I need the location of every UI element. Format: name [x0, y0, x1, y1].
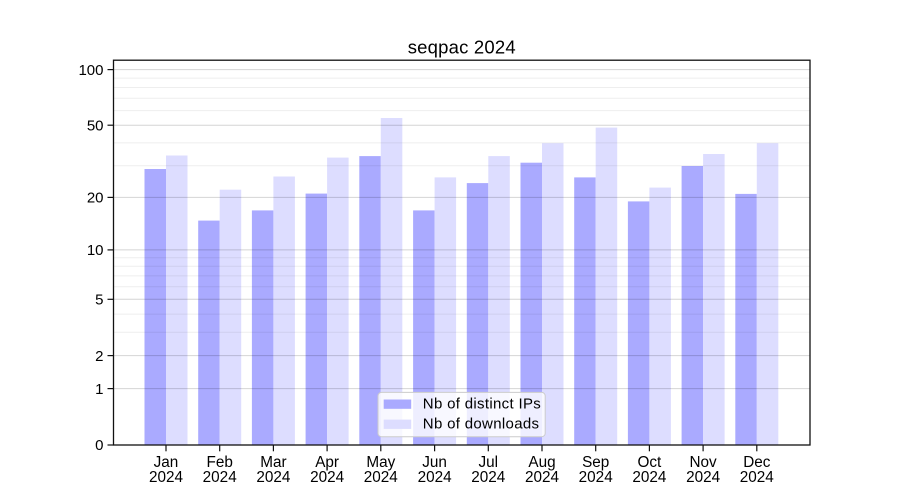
svg-text:2024: 2024 [686, 469, 721, 486]
svg-text:Jul: Jul [479, 454, 499, 471]
svg-text:1: 1 [95, 381, 103, 398]
svg-text:Dec: Dec [743, 454, 771, 471]
svg-text:2024: 2024 [525, 469, 560, 486]
svg-text:2024: 2024 [418, 469, 453, 486]
svg-text:Oct: Oct [638, 454, 663, 471]
svg-text:2024: 2024 [149, 469, 184, 486]
svg-text:10: 10 [87, 242, 104, 259]
svg-text:20: 20 [87, 190, 104, 207]
svg-text:2024: 2024 [310, 469, 345, 486]
svg-text:50: 50 [87, 117, 104, 134]
svg-text:Nb of downloads: Nb of downloads [423, 415, 540, 432]
svg-text:Jan: Jan [154, 454, 179, 471]
svg-text:100: 100 [78, 62, 103, 79]
svg-text:5: 5 [95, 292, 103, 309]
svg-text:Sep: Sep [582, 454, 609, 471]
svg-text:2024: 2024 [364, 469, 399, 486]
svg-text:2: 2 [95, 348, 103, 365]
svg-text:2024: 2024 [203, 469, 238, 486]
svg-text:2024: 2024 [632, 469, 667, 486]
svg-text:2024: 2024 [256, 469, 291, 486]
svg-text:May: May [366, 454, 395, 471]
svg-text:Jun: Jun [422, 454, 447, 471]
svg-text:0: 0 [95, 437, 103, 454]
svg-text:Nb of distinct IPs: Nb of distinct IPs [423, 395, 541, 412]
svg-text:Aug: Aug [528, 454, 555, 471]
svg-text:2024: 2024 [471, 469, 506, 486]
svg-text:Mar: Mar [260, 454, 286, 471]
svg-text:2024: 2024 [740, 469, 775, 486]
svg-text:Nov: Nov [689, 454, 717, 471]
svg-text:2024: 2024 [579, 469, 614, 486]
svg-text:Feb: Feb [207, 454, 233, 471]
svg-text:seqpac 2024: seqpac 2024 [408, 36, 516, 57]
svg-text:Apr: Apr [315, 454, 339, 471]
